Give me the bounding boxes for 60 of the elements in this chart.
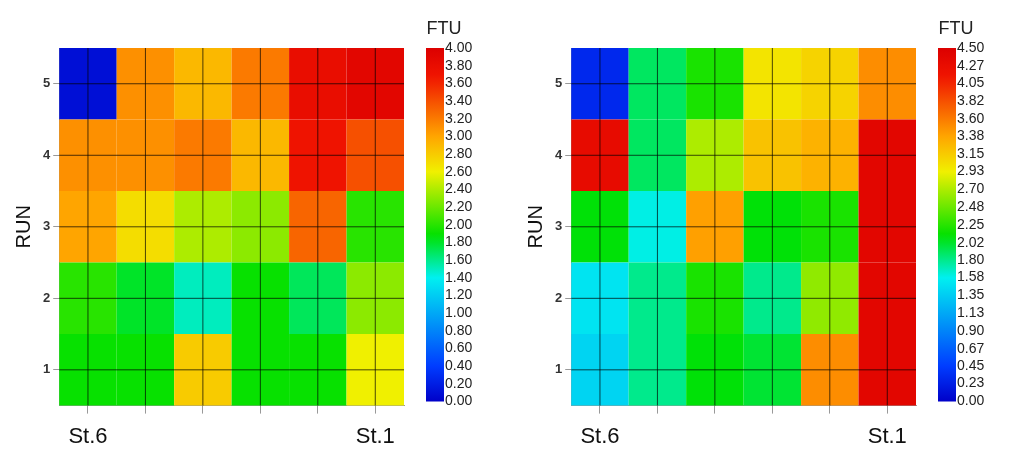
y-tick-label: 5 — [43, 75, 51, 91]
color-bar-label: 0.80 — [445, 321, 473, 338]
color-bar-label: 2.80 — [445, 144, 473, 161]
color-bar-label: 3.20 — [445, 109, 473, 126]
y-tick-label: 2 — [555, 289, 563, 305]
color-bar-label: 1.40 — [445, 268, 473, 285]
color-bar-label: 0.40 — [445, 357, 473, 374]
color-bar-label: 3.00 — [445, 127, 473, 144]
y-axis-title: RUN — [523, 205, 546, 249]
color-bar-label: 1.13 — [957, 303, 985, 320]
y-tick-label: 3 — [555, 218, 563, 234]
y-tick-label: 5 — [555, 75, 563, 91]
color-bar-label: 0.67 — [957, 339, 985, 356]
color-bar-label: 2.00 — [445, 215, 473, 232]
color-bar-label: 0.00 — [957, 392, 985, 409]
color-bar-label: 2.20 — [445, 197, 473, 214]
color-bar-label: 3.15 — [957, 144, 985, 161]
color-bar-label: 2.40 — [445, 180, 473, 197]
color-bar-label: 1.80 — [957, 251, 985, 268]
x-tick-label: St.6 — [580, 422, 620, 448]
color-bar-label: 0.45 — [957, 357, 985, 374]
color-bar-label: 1.20 — [445, 286, 473, 303]
color-bar-label: 2.48 — [957, 197, 985, 214]
y-tick-label: 2 — [43, 289, 51, 305]
color-bar-label: 2.70 — [957, 180, 985, 197]
color-bar-label: 1.00 — [445, 304, 473, 321]
color-bar-label: 0.90 — [957, 321, 985, 338]
color-bar-label: 3.60 — [445, 74, 473, 91]
y-axis-title: RUN — [11, 205, 34, 249]
color-bar-label: 3.80 — [445, 56, 473, 73]
color-bar-title: FTU — [426, 17, 462, 38]
color-bar-label: 3.40 — [445, 91, 473, 108]
color-bar-label: 2.93 — [957, 162, 985, 179]
color-bar-label: 0.23 — [957, 374, 985, 391]
color-bar-label: 0.20 — [445, 374, 473, 391]
x-tick-label: St.1 — [867, 422, 907, 448]
color-bar-label: 1.60 — [445, 251, 473, 268]
color-bar-label: 3.60 — [957, 109, 985, 126]
color-bar-label: 3.82 — [957, 92, 985, 109]
color-bar-label: 1.35 — [957, 286, 985, 303]
color-bar-label: 4.05 — [957, 74, 985, 91]
x-tick-label: St.1 — [355, 422, 395, 448]
color-bar-label: 4.50 — [957, 38, 985, 55]
color-bar-label: 1.80 — [445, 233, 473, 250]
color-bar-label: 1.58 — [957, 268, 985, 285]
color-bar-label: 2.60 — [445, 162, 473, 179]
y-tick-label: 4 — [555, 146, 563, 162]
color-bar-label: 0.60 — [445, 339, 473, 356]
color-bar-label: 2.25 — [957, 215, 985, 232]
y-tick-label: 1 — [555, 361, 563, 377]
color-bar-label: 4.00 — [445, 38, 473, 55]
color-bar-label: 3.38 — [957, 126, 985, 143]
y-tick-label: 4 — [43, 146, 51, 162]
color-bar-title: FTU — [938, 17, 974, 38]
x-tick-label: St.6 — [68, 422, 108, 448]
color-bar-label: 0.00 — [445, 392, 473, 409]
color-bar-label: 2.02 — [957, 233, 985, 250]
y-tick-label: 3 — [43, 218, 51, 234]
color-bar-label: 4.27 — [957, 56, 985, 73]
y-tick-label: 1 — [43, 361, 51, 377]
